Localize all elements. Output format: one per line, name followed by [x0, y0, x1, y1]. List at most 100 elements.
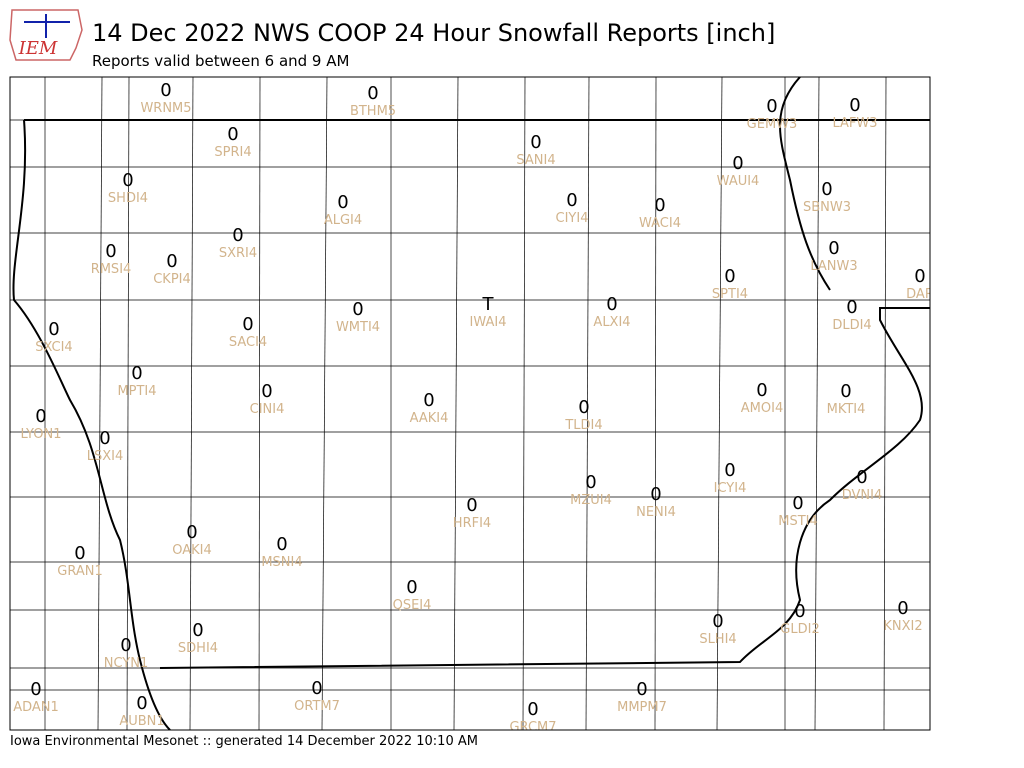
station-value: 0 — [756, 380, 767, 401]
station-id: LAFW3 — [832, 116, 877, 131]
station-value: 0 — [914, 266, 925, 287]
station-id: SACI4 — [229, 335, 267, 350]
station-id: SXCI4 — [35, 340, 72, 355]
station-id: SHDI4 — [108, 191, 148, 206]
logo-text: IEM — [18, 38, 58, 59]
station-id: SANI4 — [516, 153, 555, 168]
station-id: SPTI4 — [712, 287, 748, 302]
station-value: 0 — [276, 534, 287, 555]
station-value: 0 — [261, 381, 272, 402]
station-value: 0 — [527, 699, 538, 720]
county-line — [522, 77, 526, 730]
station-id: DVNI4 — [842, 488, 883, 503]
station-id: MZUI4 — [570, 493, 612, 508]
station-id: LSXI4 — [87, 449, 124, 464]
station-value: 0 — [792, 493, 803, 514]
station-id: SLHI4 — [699, 632, 736, 647]
station-id: GRCM7 — [509, 720, 556, 735]
station-value: 0 — [712, 611, 723, 632]
county-line — [585, 77, 590, 730]
station-id: SXRI4 — [219, 246, 257, 261]
station-value: 0 — [131, 363, 142, 384]
county-line — [453, 77, 459, 730]
station-id: WMTI4 — [336, 320, 380, 335]
station-id: MSNI4 — [261, 555, 302, 570]
station-value: 0 — [423, 390, 434, 411]
station-id: MMPM7 — [617, 700, 667, 715]
station-value: 0 — [840, 381, 851, 402]
station-value: 0 — [606, 294, 617, 315]
station-id: ORTM7 — [294, 699, 340, 714]
station-value: 0 — [186, 522, 197, 543]
station-value: 0 — [74, 543, 85, 564]
station-id: CKPI4 — [153, 272, 191, 287]
logo: IEM — [9, 9, 83, 61]
station-id: SPRI4 — [214, 145, 251, 160]
station-value: 0 — [311, 678, 322, 699]
station-value: 0 — [654, 195, 665, 216]
station-value: 0 — [242, 314, 253, 335]
subtitle: Reports valid between 6 and 9 AM — [92, 52, 349, 70]
station-value: 0 — [585, 472, 596, 493]
station-id: WACI4 — [639, 216, 681, 231]
station-id: GEMW3 — [747, 117, 798, 132]
station-id: AAKI4 — [410, 411, 449, 426]
station-id: TLDI4 — [564, 418, 602, 433]
station-value: 0 — [136, 693, 147, 714]
county-line — [126, 77, 130, 730]
station-id: DLDI4 — [832, 318, 871, 333]
station-id: IWAI4 — [470, 315, 507, 330]
station-value: 0 — [650, 484, 661, 505]
station-id: AMOI4 — [741, 401, 783, 416]
map-frame — [9, 76, 931, 731]
station-id: SDHI4 — [178, 641, 218, 656]
station-value: 0 — [578, 397, 589, 418]
station-id: BTHM5 — [350, 104, 396, 119]
station-value: 0 — [897, 598, 908, 619]
station-value: 0 — [828, 238, 839, 259]
station-id: ALXI4 — [593, 315, 630, 330]
station-id: NCYN1 — [104, 656, 149, 671]
station-value: 0 — [566, 190, 577, 211]
station-id: CINI4 — [250, 402, 285, 417]
station-value: 0 — [160, 80, 171, 101]
station-id: ICYI4 — [714, 481, 747, 496]
county-line — [258, 77, 261, 730]
station-value: 0 — [724, 266, 735, 287]
station-id: GLDI2 — [780, 622, 819, 637]
station-id: GRAN1 — [57, 564, 102, 579]
county-line — [97, 77, 103, 730]
station-value: 0 — [48, 319, 59, 340]
station-id: CIYI4 — [556, 211, 589, 226]
station-id: DAR — [906, 287, 934, 302]
county-line — [321, 77, 328, 730]
station-value: 0 — [724, 460, 735, 481]
station-value: 0 — [227, 124, 238, 145]
county-line — [654, 77, 657, 730]
station-value: 0 — [352, 299, 363, 320]
map: 0 WRNM5 0 BTHM5 0 GEMW3 0 LAFW3 0 SPRI4 0 SANI4 0 SHD… — [10, 77, 934, 735]
station-id: OAKI4 — [172, 543, 212, 558]
station-value: 0 — [166, 251, 177, 272]
station-value: 0 — [466, 495, 477, 516]
station-value: 0 — [856, 467, 867, 488]
station-value: 0 — [122, 170, 133, 191]
station-value: 0 — [367, 83, 378, 104]
county-line — [716, 77, 723, 730]
station-value: 0 — [192, 620, 203, 641]
station-value: 0 — [636, 679, 647, 700]
station-id: RMSI4 — [91, 262, 132, 277]
station-value: 0 — [766, 96, 777, 117]
station-value: 0 — [406, 577, 417, 598]
station-id: WRNM5 — [140, 101, 191, 116]
county-line — [814, 77, 820, 730]
station-value: 0 — [530, 132, 541, 153]
station-id: WAUI4 — [717, 174, 760, 189]
footer: Iowa Environmental Mesonet :: generated … — [10, 734, 478, 749]
station-id: SBNW3 — [803, 200, 851, 215]
station-id: LANW3 — [810, 259, 857, 274]
station-value: 0 — [821, 179, 832, 200]
station-value: 0 — [30, 679, 41, 700]
